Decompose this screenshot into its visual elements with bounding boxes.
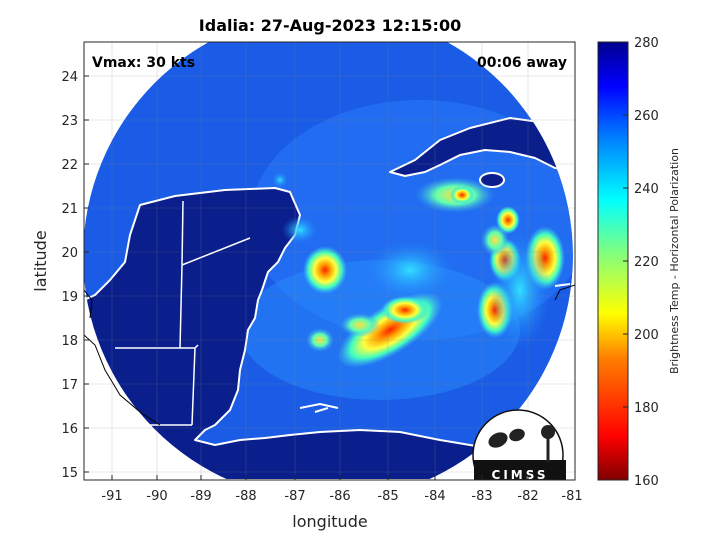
y-tick-label: 15 <box>61 466 78 481</box>
y-ticks <box>84 75 89 473</box>
colorbar-tick-label: 200 <box>634 328 659 343</box>
rain-band <box>340 313 380 337</box>
chart-title: Idalia: 27-Aug-2023 12:15:00 <box>199 16 461 35</box>
logo-tower-top <box>541 425 555 439</box>
coastline-outside <box>84 284 575 319</box>
rain-band <box>282 216 318 244</box>
x-tick-label: -86 <box>329 489 350 504</box>
y-axis-label: latitude <box>31 230 50 291</box>
x-tick-label: -81 <box>561 489 582 504</box>
y-tick-label: 20 <box>61 246 78 261</box>
land-cayman <box>554 283 571 287</box>
y-tick-label: 21 <box>61 202 78 217</box>
land-central-america <box>84 187 573 480</box>
logo-building <box>474 460 566 480</box>
y-tick-label: 22 <box>61 158 78 173</box>
y-tick-labels: 15 16 17 18 19 20 21 22 23 24 <box>61 70 78 481</box>
logo-dish-left <box>488 432 508 448</box>
y-tick-label: 19 <box>61 290 78 305</box>
colorbar-tick-label: 220 <box>634 255 659 270</box>
coastline <box>299 402 339 409</box>
x-tick-label: -82 <box>517 489 538 504</box>
land-isla-juventud <box>479 172 505 188</box>
cimss-logo: CIMSS <box>472 409 566 482</box>
colorbar-label: Brightness Temp - Horizontal Polarizatio… <box>668 148 681 374</box>
x-tick-label: -88 <box>235 489 256 504</box>
x-tick-label: -85 <box>377 489 398 504</box>
colorbar-ticks <box>623 114 628 408</box>
x-tick-label: -90 <box>146 489 167 504</box>
colorbar-tick-label: 240 <box>634 182 659 197</box>
rain-band <box>365 240 455 300</box>
y-tick-label: 23 <box>61 114 78 129</box>
x-ticks <box>111 475 576 480</box>
x-tick-label: -89 <box>190 489 211 504</box>
y-tick-label: 18 <box>61 334 78 349</box>
logo-text: CIMSS <box>492 468 549 482</box>
satellite-swath <box>84 42 573 480</box>
colorbar-tick-label: 260 <box>634 109 659 124</box>
x-axis-label: longitude <box>292 512 367 531</box>
logo-dish-right <box>509 428 525 442</box>
colorbar-tick-label: 280 <box>634 36 659 51</box>
colorbar-tick-label: 180 <box>634 401 659 416</box>
axes-frame <box>83 41 576 481</box>
colorbar-tick-labels: 160 180 200 220 240 260 280 <box>634 36 659 489</box>
y-tick-label: 16 <box>61 422 78 437</box>
rain-band <box>381 296 429 324</box>
x-tick-labels: -91 -90 -89 -88 -87 -86 -85 -84 -83 -82 … <box>101 489 582 504</box>
rain-band <box>306 328 334 352</box>
storm-core <box>303 246 347 294</box>
y-tick-label: 17 <box>61 378 78 393</box>
coastline-outside <box>84 334 161 426</box>
x-tick-label: -84 <box>424 489 445 504</box>
country-border <box>84 200 251 426</box>
rain-band <box>490 230 550 350</box>
x-tick-label: -91 <box>101 489 122 504</box>
time-away-label: 00:06 away <box>477 55 567 71</box>
x-tick-label: -87 <box>284 489 305 504</box>
vmax-label: Vmax: 30 kts <box>92 55 195 71</box>
colorbar-tick-label: 160 <box>634 474 659 489</box>
map-panel: CIMSS <box>84 42 575 482</box>
y-tick-label: 24 <box>61 70 78 85</box>
rain-band <box>450 186 474 204</box>
x-tick-label: -83 <box>471 489 492 504</box>
land-small-island <box>314 407 329 413</box>
rain-band <box>272 172 288 188</box>
